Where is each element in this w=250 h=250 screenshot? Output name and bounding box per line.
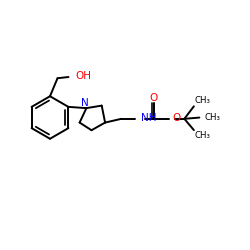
Text: O: O (173, 113, 181, 123)
Text: CH₃: CH₃ (205, 112, 221, 122)
Text: CH₃: CH₃ (194, 131, 210, 140)
Text: OH: OH (75, 71, 91, 81)
Text: N: N (81, 98, 89, 108)
Text: NH: NH (140, 113, 156, 123)
Text: O: O (150, 93, 158, 103)
Text: CH₃: CH₃ (194, 96, 210, 105)
